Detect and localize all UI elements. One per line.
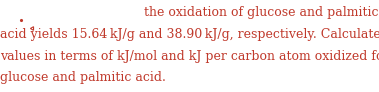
Text: values in terms of kJ/mol and kJ per carbon atom oxidized for both: values in terms of kJ/mol and kJ per car…: [0, 50, 379, 63]
Text: glucose and palmitic acid.: glucose and palmitic acid.: [0, 71, 166, 84]
Text: the oxidation of glucose and palmitic: the oxidation of glucose and palmitic: [144, 6, 379, 19]
Text: acid yields 15.64 kJ/g and 38.90 kJ/g, respectively. Calculate these: acid yields 15.64 kJ/g and 38.90 kJ/g, r…: [0, 28, 379, 41]
